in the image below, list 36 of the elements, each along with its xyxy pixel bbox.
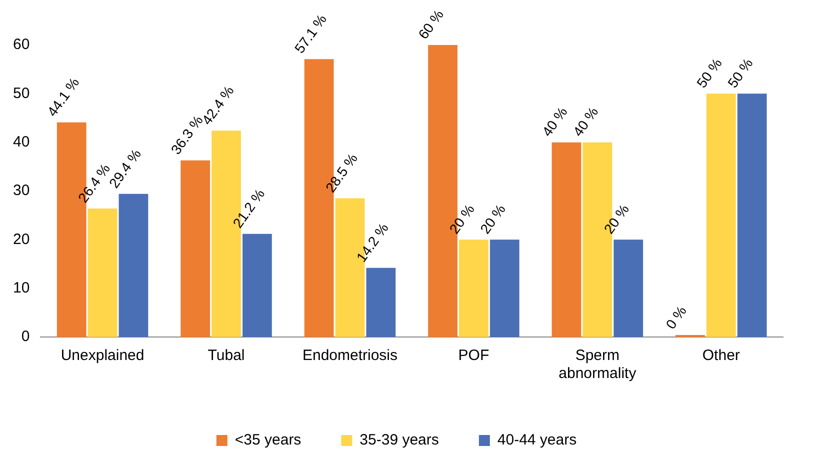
data-label: 50 % xyxy=(724,55,756,91)
x-tick-label: Endometriosis xyxy=(302,347,398,364)
bar xyxy=(366,268,396,337)
legend-label: 40-44 years xyxy=(497,432,577,449)
data-label: 40 % xyxy=(538,104,570,140)
bar xyxy=(490,240,520,337)
y-tick-label: 20 xyxy=(12,230,30,248)
x-tick-label: Other xyxy=(702,347,740,364)
y-tick-label: 50 xyxy=(12,84,30,102)
y-tick-label: 30 xyxy=(12,182,30,200)
data-label: 20 % xyxy=(446,201,478,237)
bar xyxy=(242,234,272,337)
bar xyxy=(552,142,582,337)
bar xyxy=(614,240,644,337)
x-tick-label: Tubal xyxy=(208,347,245,364)
data-label: 50 % xyxy=(693,55,725,91)
bar xyxy=(459,240,488,337)
bar xyxy=(118,194,148,337)
y-tick-label: 0 xyxy=(21,328,30,346)
bar xyxy=(706,94,736,337)
y-tick-label: 40 xyxy=(12,133,30,150)
x-tick-label: POF xyxy=(458,347,490,364)
bar xyxy=(737,94,767,337)
bar xyxy=(88,208,118,337)
data-label: 0 % xyxy=(662,302,690,332)
y-tick-label: 10 xyxy=(12,279,30,296)
data-label: 20 % xyxy=(476,201,508,237)
bar xyxy=(180,160,210,337)
x-tick-label: Unexplained xyxy=(60,347,144,364)
data-label: 20 % xyxy=(600,201,632,237)
legend-label: 35-39 years xyxy=(360,432,439,449)
data-label: 40 % xyxy=(570,104,602,140)
legend-label: <35 years xyxy=(234,432,302,449)
x-tick-label: Sperm abnormality xyxy=(558,347,637,382)
y-tick-label: 60 xyxy=(12,36,30,54)
data-label: 60 % xyxy=(414,6,447,42)
